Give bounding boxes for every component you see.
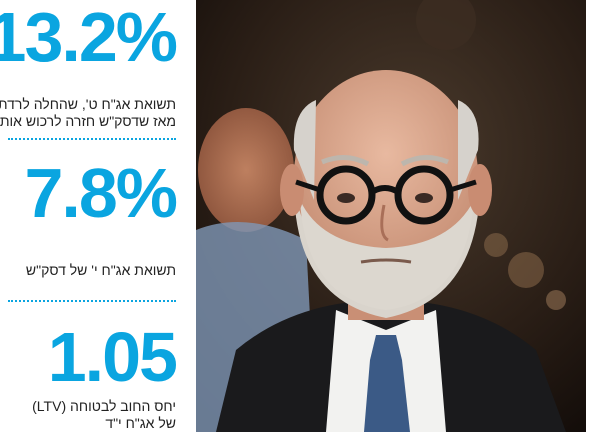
caption-line: מאז שדסק"ש חזרה לרכוש אותן [0,113,176,129]
stat-value-bond-t-yield: 13.2% [0,0,178,76]
stat-value-bond-y-yield: 7.8% [24,154,178,232]
stat-caption-ltv-ratio: יחס החוב לבטוחה (LTV) של אג"ח י"ד [0,398,176,432]
stat-value-ltv-ratio: 1.05 [47,318,178,396]
portrait-photo [196,0,586,432]
stats-panel: 13.2% תשואת אג"ח ט', שהחלה לרדת מאז שדסק… [0,0,190,432]
caption-line: תשואת אג"ח י' של דסק"ש [25,262,176,278]
caption-line: יחס החוב לבטוחה (LTV) [32,398,176,414]
dotted-divider [8,138,176,140]
dotted-divider [8,300,176,302]
portrait-illustration [196,0,586,432]
caption-line: של אג"ח י"ד [105,415,176,431]
caption-line: תשואת אג"ח ט', שהחלה לרדת [0,96,176,112]
stat-caption-bond-t-yield: תשואת אג"ח ט', שהחלה לרדת מאז שדסק"ש חזר… [0,96,176,130]
stat-caption-bond-y-yield: תשואת אג"ח י' של דסק"ש [0,262,176,279]
